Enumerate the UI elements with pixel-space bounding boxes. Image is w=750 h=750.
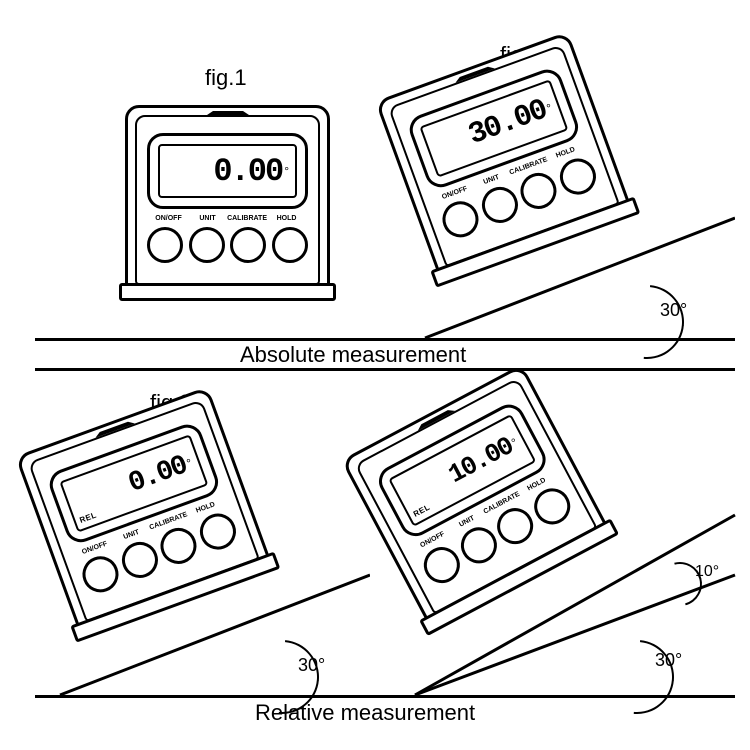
rel-indicator: REL: [78, 510, 98, 524]
fig3-angle-text: 30°: [298, 655, 325, 676]
top-notch-icon: [207, 111, 249, 115]
rel-indicator: REL: [412, 503, 432, 519]
section-label-absolute: Absolute measurement: [240, 342, 466, 368]
lcd-frame: 0.00 °: [147, 133, 308, 209]
lcd-reading: 30.00: [464, 94, 551, 153]
fig4-angle-text-30: 30°: [655, 650, 682, 671]
calibrate-button[interactable]: [230, 227, 266, 263]
hold-button[interactable]: [272, 227, 308, 263]
ground-line-mid: [35, 368, 735, 371]
fig2-angle-text: 30°: [660, 300, 687, 321]
fig4-angle-text-10: 10°: [695, 563, 719, 581]
button-row: [147, 227, 308, 263]
button-labels: ON/OFF UNIT CALIBRATE HOLD: [147, 215, 308, 222]
unit-button[interactable]: [189, 227, 225, 263]
fig1-device: 0.00 ° ON/OFF UNIT CALIBRATE HOLD: [125, 105, 330, 295]
diagram-page: Absolute measurement Relative measuremen…: [0, 0, 750, 750]
onoff-button[interactable]: [147, 227, 183, 263]
label-hold: HOLD: [267, 215, 306, 222]
lcd-display: 0.00 °: [158, 144, 297, 198]
lcd-reading: 0.00: [124, 450, 190, 499]
lcd-reading: 0.00: [213, 153, 282, 190]
label-calibrate: CALIBRATE: [227, 215, 267, 222]
device-base: [119, 283, 336, 301]
lcd-reading: 10.00: [443, 431, 517, 489]
label-unit: UNIT: [188, 215, 227, 222]
fig1-label: fig.1: [205, 65, 247, 91]
degree-icon: °: [284, 164, 289, 178]
label-onoff: ON/OFF: [149, 215, 188, 222]
